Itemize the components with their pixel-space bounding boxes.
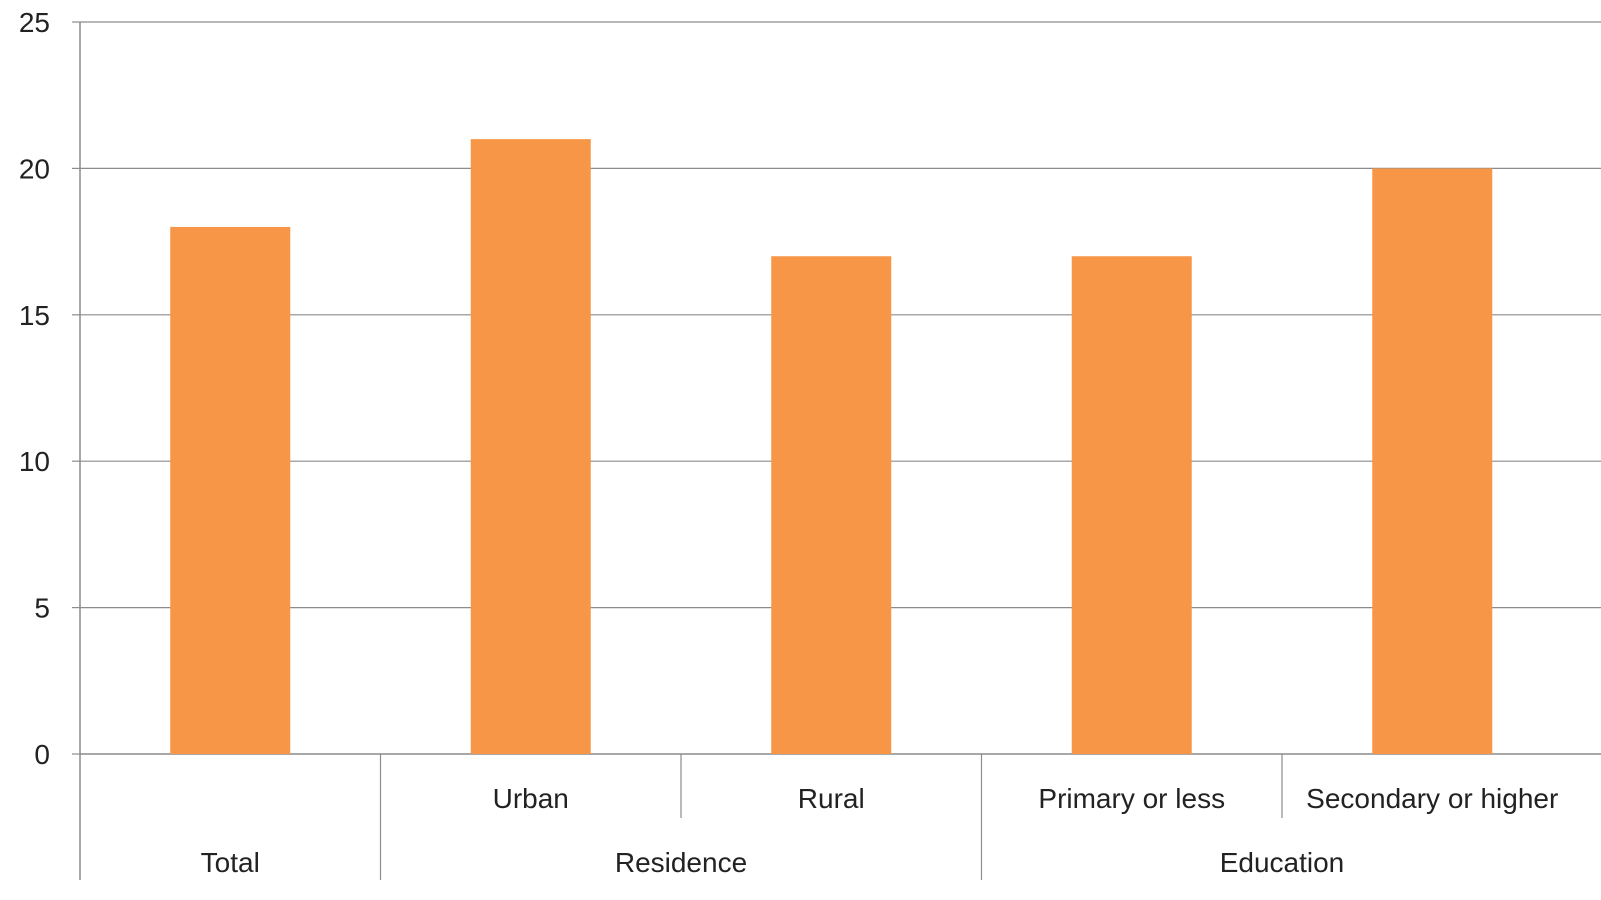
bars [170, 139, 1493, 754]
category-label: Urban [493, 783, 569, 814]
group-labels: Total Residence Education [201, 847, 1345, 878]
bar-primary-or-less [1071, 256, 1192, 754]
category-label: Primary or less [1038, 783, 1225, 814]
category-label: Secondary or higher [1306, 783, 1558, 814]
bar-rural [771, 256, 892, 754]
bar-total [170, 226, 291, 754]
group-label: Education [1220, 847, 1345, 878]
y-tick-label: 20 [19, 153, 50, 184]
bar-urban [470, 139, 591, 754]
y-tick-labels: 0 5 10 15 20 25 [19, 7, 50, 770]
group-label: Total [201, 847, 260, 878]
y-tick-label: 15 [19, 300, 50, 331]
group-label: Residence [615, 847, 747, 878]
category-labels: Urban Rural Primary or less Secondary or hi… [493, 783, 1559, 814]
y-tick-label: 0 [34, 739, 50, 770]
y-tick-label: 5 [34, 593, 50, 624]
category-label: Rural [798, 783, 865, 814]
y-tick-label: 10 [19, 446, 50, 477]
bar-secondary-or-higher [1372, 168, 1493, 754]
y-tick-label: 25 [19, 7, 50, 38]
